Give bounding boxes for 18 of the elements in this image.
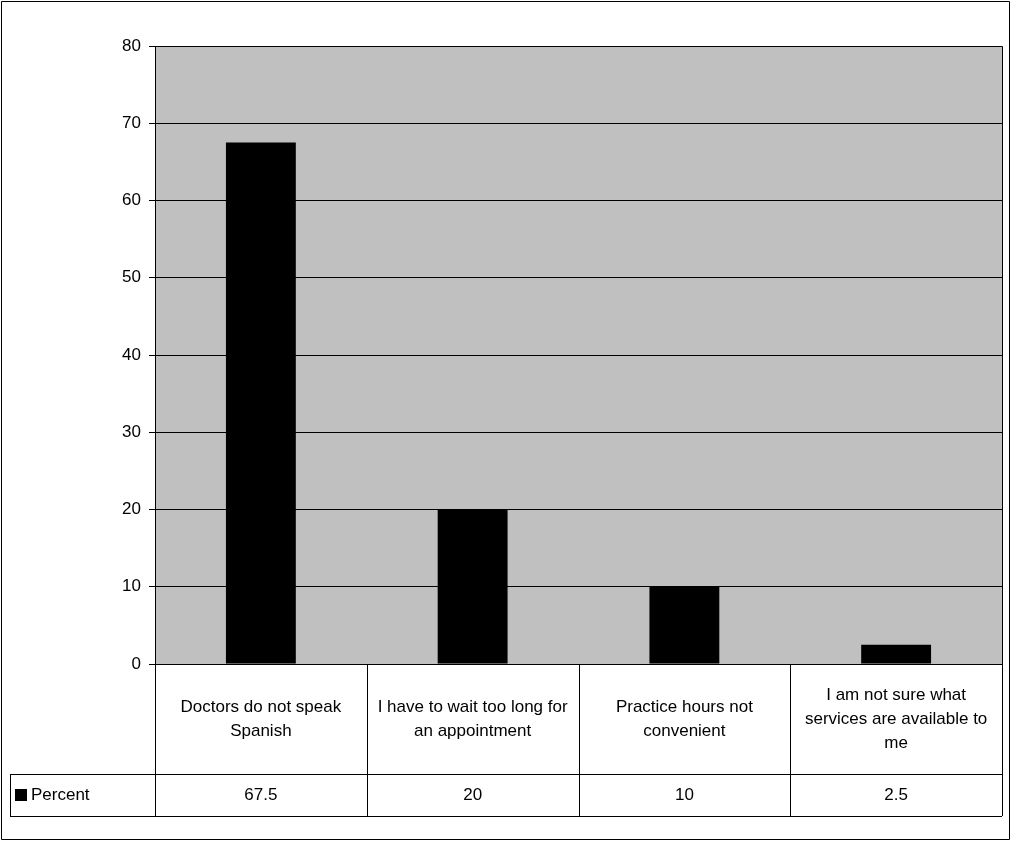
data-label: 67.5 [244, 784, 278, 804]
x-tick-label: I have to wait too long for an appointment [377, 696, 568, 740]
y-tick-label: 30 [122, 421, 141, 441]
y-tick-label: 80 [122, 35, 141, 55]
y-tick-label: 50 [122, 267, 141, 287]
x-tick-label: Practice hours not convenient [615, 696, 754, 740]
y-tick-label: 70 [122, 112, 141, 132]
y-tick-label: 40 [122, 344, 141, 364]
y-tick-label: 60 [122, 190, 141, 210]
y-tick-label: 20 [122, 499, 141, 519]
x-tick-label: I am not sure what services are available to me [804, 684, 988, 752]
data-label: 20 [463, 784, 483, 804]
x-tick-label: Doctors do not speak Spanish [180, 696, 342, 740]
data-label: 2.5 [884, 784, 908, 804]
y-tick-label: 10 [122, 576, 141, 596]
data-label: 10 [674, 784, 694, 804]
y-tick-label: 0 [131, 653, 141, 673]
legend-label: Percent [31, 784, 90, 804]
